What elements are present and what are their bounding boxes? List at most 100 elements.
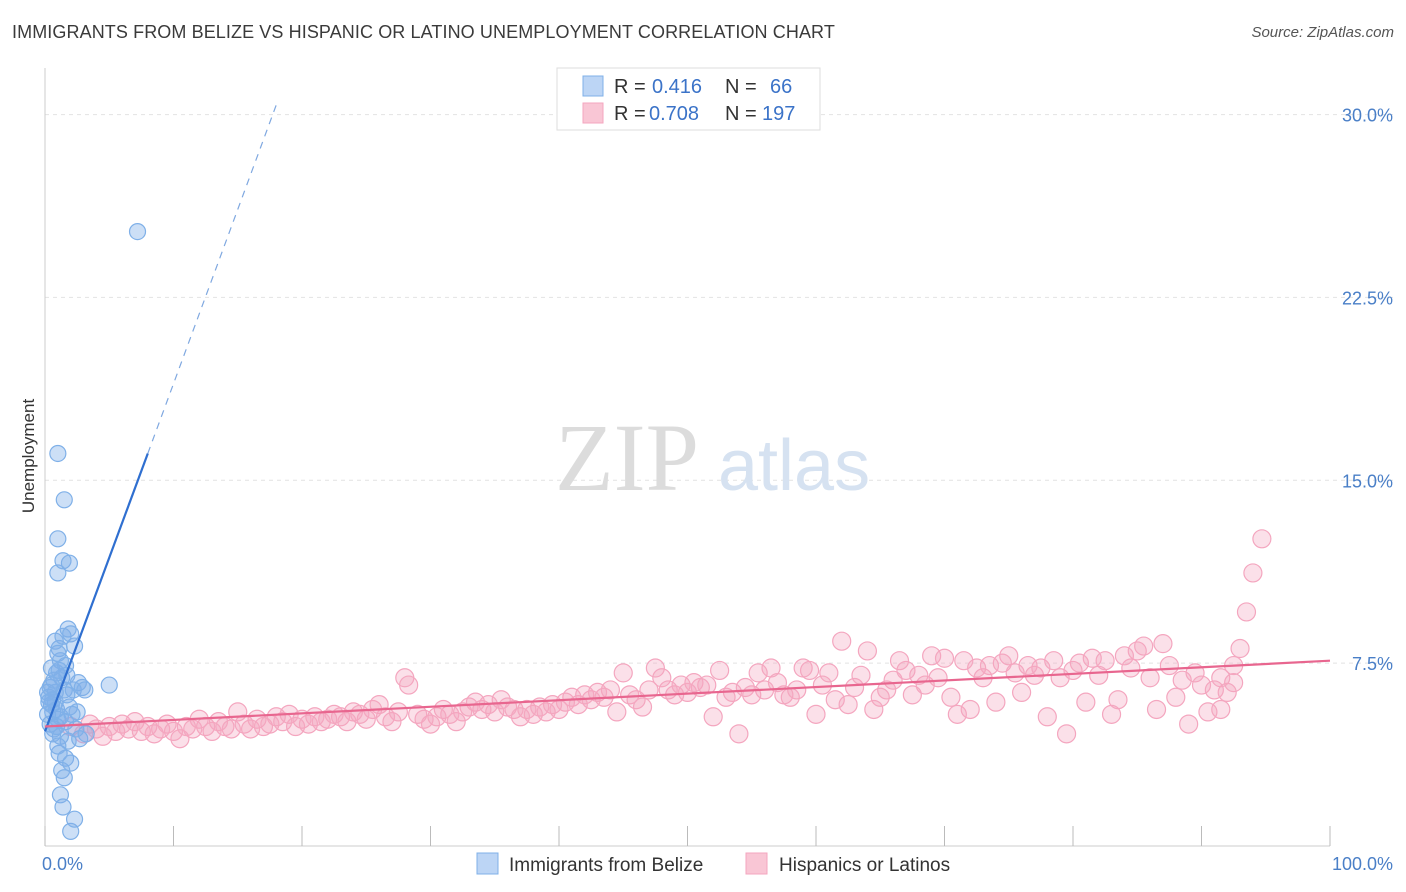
legend-n-value-belize: 66 [770, 76, 792, 98]
hispanic-point-164 [1121, 658, 1141, 678]
hispanic-point-162 [1108, 690, 1128, 710]
hispanic-point-103 [729, 724, 749, 744]
belize-point-37 [100, 676, 118, 694]
hispanic-trend-line [44, 659, 1331, 728]
hispanic-point-120 [838, 694, 858, 715]
hispanic-point-91 [652, 668, 672, 688]
watermark-atlas: atlas [718, 426, 870, 506]
belize-point-33 [49, 530, 67, 548]
bottom-legend-swatch-hispanic [745, 852, 768, 875]
legend-r-value-hispanic: 0.708 [649, 103, 699, 125]
hispanic-point-100 [710, 660, 730, 681]
belize-point-64 [67, 720, 85, 738]
belize-point-32 [60, 554, 79, 572]
legend-swatch-hispanic [582, 102, 604, 124]
hispanic-point-88 [632, 697, 653, 717]
hispanic-point-129 [896, 660, 916, 681]
hispanic-point-112 [787, 680, 807, 700]
belize-points [38, 223, 147, 840]
belize-point-34 [55, 491, 73, 509]
hispanic-point-186 [1224, 673, 1244, 693]
legend-n-label-belize: N = [725, 76, 757, 98]
hispanic-point-52 [399, 675, 419, 695]
bottom-legend: Immigrants from Belize Hispanics or Lati… [476, 852, 950, 876]
hispanic-point-163 [1114, 646, 1135, 666]
hispanic-point-139 [960, 699, 980, 720]
hispanic-point-15 [163, 721, 184, 742]
hispanic-point-170 [1159, 655, 1179, 676]
belize-point-16 [59, 620, 77, 638]
hispanic-point-125 [870, 687, 890, 707]
x-tick-label-1: 100.0% [1332, 854, 1393, 874]
hispanic-point-50 [388, 702, 408, 722]
hispanic-point-134 [928, 668, 948, 688]
belize-point-55 [77, 725, 95, 743]
hispanic-point-121 [844, 677, 865, 698]
hispanic-point-104 [735, 677, 755, 698]
chart-title: IMMIGRANTS FROM BELIZE VS HISPANIC OR LA… [12, 22, 835, 42]
hispanic-point-85 [613, 663, 633, 683]
source-credit: Source: ZipAtlas.com [1251, 24, 1394, 41]
y-tick-label-2: 22.5% [1342, 288, 1393, 308]
gridlines [45, 114, 1395, 664]
belize-point-59 [42, 676, 61, 694]
hispanic-point-117 [819, 663, 839, 683]
hispanic-point-136 [941, 687, 961, 707]
hispanic-point-24 [221, 719, 241, 739]
legend-r-label-hispanic: R = [614, 103, 646, 125]
belize-point-44 [62, 754, 80, 772]
hispanic-point-116 [812, 675, 833, 695]
hispanic-point-168 [1146, 699, 1167, 720]
belize-point-48 [54, 798, 72, 816]
hispanic-point-173 [1179, 714, 1199, 734]
hispanic-point-181 [1230, 638, 1250, 659]
bottom-legend-label-belize: Immigrants from Belize [509, 855, 703, 876]
x-tick-labels: 0.0% 100.0% [42, 854, 1393, 874]
hispanic-point-59 [446, 712, 466, 732]
hispanic-point-124 [864, 699, 884, 720]
hispanic-point-160 [1095, 651, 1115, 671]
legend-n-label-hispanic: N = [725, 103, 757, 125]
hispanic-point-175 [1191, 675, 1212, 695]
legend-n-value-hispanic: 197 [762, 103, 795, 125]
hispanic-points [61, 529, 1272, 749]
hispanic-point-83 [600, 680, 621, 700]
hispanic-point-184 [1252, 529, 1272, 549]
belize-point-46 [55, 769, 73, 787]
hispanic-point-122 [851, 665, 871, 685]
hispanic-point-137 [947, 704, 967, 724]
hispanic-point-90 [645, 658, 665, 678]
belize-point-35 [49, 444, 67, 463]
hispanic-point-99 [703, 707, 723, 727]
hispanic-point-151 [1037, 707, 1057, 727]
hispanic-point-157 [1076, 692, 1096, 712]
axes [44, 68, 1331, 847]
hispanic-point-114 [799, 660, 820, 681]
y-tick-labels: 7.5% 15.0% 22.5% 30.0% [1342, 106, 1393, 675]
bottom-legend-label-hispanic: Hispanics or Latinos [779, 855, 950, 876]
hispanic-point-156 [1069, 653, 1090, 673]
hispanic-point-119 [832, 631, 852, 651]
y-tick-label-3: 30.0% [1342, 106, 1393, 126]
y-tick-label-1: 15.0% [1342, 471, 1393, 491]
hispanic-point-128 [889, 651, 910, 671]
hispanic-point-98 [697, 675, 717, 695]
trend-lines [43, 104, 1331, 732]
legend: R = 0.416 N = 66 R = 0.708 N = 197 [556, 67, 821, 131]
hispanic-point-135 [934, 648, 955, 668]
hispanic-point-16 [170, 729, 190, 749]
hispanic-point-127 [883, 670, 903, 690]
hispanic-point-55 [420, 714, 441, 734]
hispanic-point-143 [986, 692, 1006, 712]
watermark-zip: ZIP [555, 404, 699, 511]
hispanic-point-167 [1140, 668, 1160, 688]
hispanic-point-84 [607, 702, 627, 722]
hispanic-point-106 [748, 663, 768, 683]
hispanic-point-118 [825, 690, 845, 710]
y-axis-label: Unemployment [19, 399, 38, 514]
hispanic-point-147 [1011, 682, 1032, 703]
hispanic-point-179 [1217, 682, 1237, 703]
hispanic-point-152 [1044, 651, 1064, 671]
belize-point-36 [128, 223, 147, 241]
